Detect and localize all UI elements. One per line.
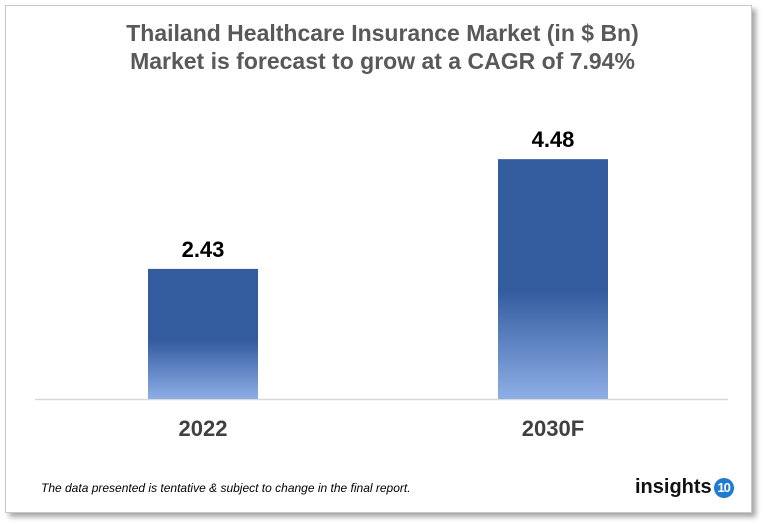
disclaimer-note: The data presented is tentative & subjec… [41,481,411,495]
chart-card [5,5,752,513]
bar-2022 [148,268,258,399]
chart-subtitle: Market is forecast to grow at a CAGR of … [130,48,635,74]
x-tick-label: 2022 [179,416,228,441]
data-label: 2.43 [182,237,225,262]
bar-2030F [498,159,608,399]
x-tick-label: 2030F [522,416,584,441]
logo-badge: 10 [713,477,734,498]
data-label: 4.48 [532,127,575,152]
logo-text: insights [635,476,712,498]
insights10-logo: insights 10 [635,476,734,499]
chart-title: Thailand Healthcare Insurance Market (in… [126,20,639,46]
